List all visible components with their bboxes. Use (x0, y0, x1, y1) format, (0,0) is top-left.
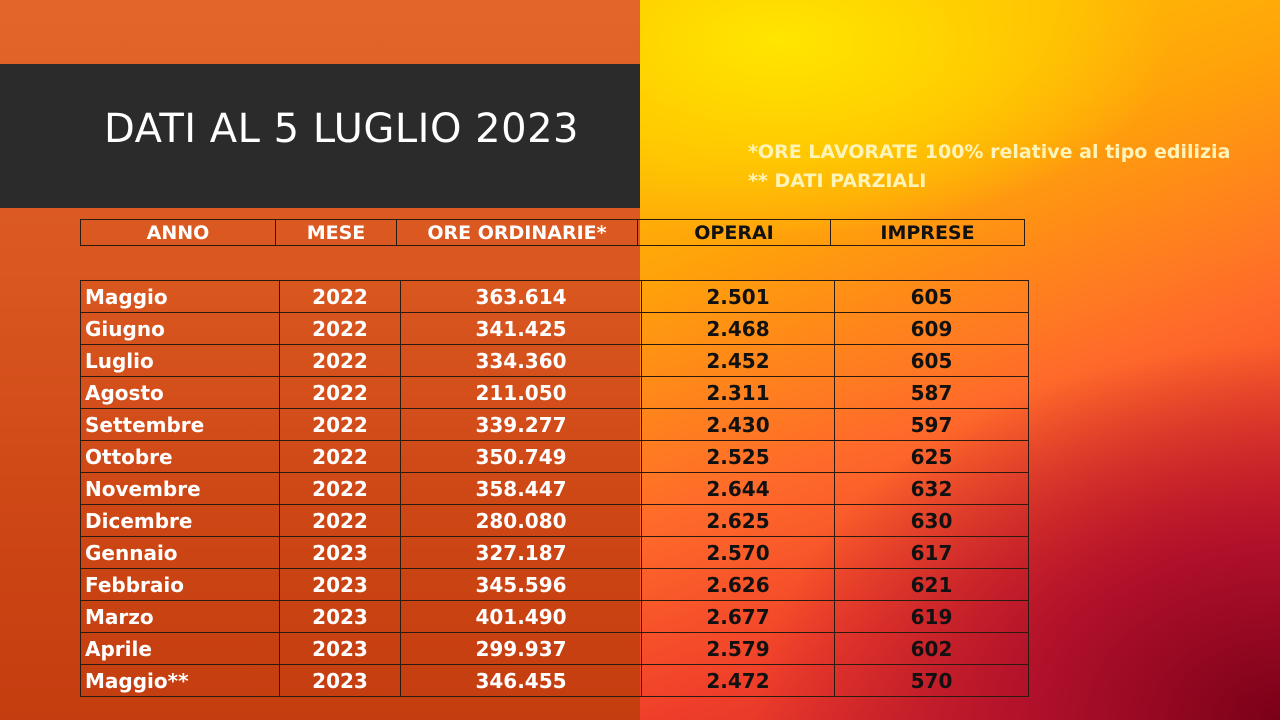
year-cell: 2022 (279, 312, 401, 345)
month-cell: Febbraio (80, 568, 280, 601)
table-row: Agosto 2022 211.050 2.311 587 (80, 376, 1029, 409)
ore-ordinarie-cell: 211.050 (400, 376, 642, 409)
header-row: ANNO MESE ORE ORDINARIE* OPERAI IMPRESE (80, 219, 1025, 246)
imprese-cell: 605 (834, 344, 1029, 377)
year-cell: 2022 (279, 504, 401, 537)
year-cell: 2023 (279, 664, 401, 697)
table-row: Settembre 2022 339.277 2.430 597 (80, 408, 1029, 441)
imprese-cell: 621 (834, 568, 1029, 601)
year-cell: 2022 (279, 344, 401, 377)
operai-cell: 2.468 (641, 312, 835, 345)
ore-ordinarie-cell: 327.187 (400, 536, 642, 569)
imprese-cell: 630 (834, 504, 1029, 537)
year-cell: 2022 (279, 440, 401, 473)
imprese-cell: 609 (834, 312, 1029, 345)
operai-cell: 2.579 (641, 632, 835, 665)
header-mese: MESE (275, 219, 397, 246)
ore-ordinarie-cell: 341.425 (400, 312, 642, 345)
table-row: Aprile 2023 299.937 2.579 602 (80, 632, 1029, 665)
imprese-cell: 605 (834, 280, 1029, 313)
month-cell: Marzo (80, 600, 280, 633)
imprese-cell: 632 (834, 472, 1029, 505)
year-cell: 2023 (279, 600, 401, 633)
table-row: Maggio** 2023 346.455 2.472 570 (80, 664, 1029, 697)
operai-cell: 2.311 (641, 376, 835, 409)
year-cell: 2023 (279, 536, 401, 569)
header-ore-ordinarie: ORE ORDINARIE* (396, 219, 638, 246)
title-band (0, 64, 640, 208)
ore-ordinarie-cell: 334.360 (400, 344, 642, 377)
header-anno: ANNO (80, 219, 276, 246)
operai-cell: 2.625 (641, 504, 835, 537)
table-row: Febbraio 2023 345.596 2.626 621 (80, 568, 1029, 601)
ore-ordinarie-cell: 299.937 (400, 632, 642, 665)
imprese-cell: 625 (834, 440, 1029, 473)
table-row: Maggio 2022 363.614 2.501 605 (80, 280, 1029, 313)
ore-ordinarie-cell: 350.749 (400, 440, 642, 473)
table-row: Dicembre 2022 280.080 2.625 630 (80, 504, 1029, 537)
ore-ordinarie-cell: 280.080 (400, 504, 642, 537)
imprese-cell: 587 (834, 376, 1029, 409)
operai-cell: 2.430 (641, 408, 835, 441)
operai-cell: 2.644 (641, 472, 835, 505)
table-row: Luglio 2022 334.360 2.452 605 (80, 344, 1029, 377)
operai-cell: 2.501 (641, 280, 835, 313)
operai-cell: 2.626 (641, 568, 835, 601)
month-cell: Novembre (80, 472, 280, 505)
header-operai: OPERAI (637, 219, 831, 246)
month-cell: Dicembre (80, 504, 280, 537)
table-row: Novembre 2022 358.447 2.644 632 (80, 472, 1029, 505)
operai-cell: 2.452 (641, 344, 835, 377)
operai-cell: 2.570 (641, 536, 835, 569)
imprese-cell: 597 (834, 408, 1029, 441)
operai-cell: 2.525 (641, 440, 835, 473)
year-cell: 2022 (279, 408, 401, 441)
month-cell: Agosto (80, 376, 280, 409)
imprese-cell: 617 (834, 536, 1029, 569)
year-cell: 2022 (279, 280, 401, 313)
ore-ordinarie-cell: 346.455 (400, 664, 642, 697)
ore-ordinarie-cell: 401.490 (400, 600, 642, 633)
header-imprese: IMPRESE (830, 219, 1025, 246)
table-row: Marzo 2023 401.490 2.677 619 (80, 600, 1029, 633)
footnotes: *ORE LAVORATE 100% relative al tipo edil… (748, 138, 1230, 196)
ore-ordinarie-cell: 363.614 (400, 280, 642, 313)
imprese-cell: 619 (834, 600, 1029, 633)
month-cell: Settembre (80, 408, 280, 441)
month-cell: Giugno (80, 312, 280, 345)
imprese-cell: 602 (834, 632, 1029, 665)
year-cell: 2022 (279, 376, 401, 409)
data-table: Maggio 2022 363.614 2.501 605 Giugno 2022 341.4… (80, 280, 1029, 697)
ore-ordinarie-cell: 358.447 (400, 472, 642, 505)
header-table: ANNO MESE ORE ORDINARIE* OPERAI IMPRESE (80, 219, 1025, 246)
year-cell: 2022 (279, 472, 401, 505)
month-cell: Luglio (80, 344, 280, 377)
operai-cell: 2.472 (641, 664, 835, 697)
ore-ordinarie-cell: 345.596 (400, 568, 642, 601)
note-ore-lavorate: *ORE LAVORATE 100% relative al tipo edil… (748, 141, 1231, 163)
month-cell: Ottobre (80, 440, 280, 473)
table-row: Gennaio 2023 327.187 2.570 617 (80, 536, 1029, 569)
operai-cell: 2.677 (641, 600, 835, 633)
month-cell: Aprile (80, 632, 280, 665)
table-row: Giugno 2022 341.425 2.468 609 (80, 312, 1029, 345)
month-cell: Gennaio (80, 536, 280, 569)
ore-ordinarie-cell: 339.277 (400, 408, 642, 441)
month-cell: Maggio** (80, 664, 280, 697)
slide-title: DATI AL 5 LUGLIO 2023 (104, 106, 579, 152)
month-cell: Maggio (80, 280, 280, 313)
imprese-cell: 570 (834, 664, 1029, 697)
year-cell: 2023 (279, 632, 401, 665)
note-dati-parziali: ** DATI PARZIALI (748, 170, 927, 192)
year-cell: 2023 (279, 568, 401, 601)
table-row: Ottobre 2022 350.749 2.525 625 (80, 440, 1029, 473)
